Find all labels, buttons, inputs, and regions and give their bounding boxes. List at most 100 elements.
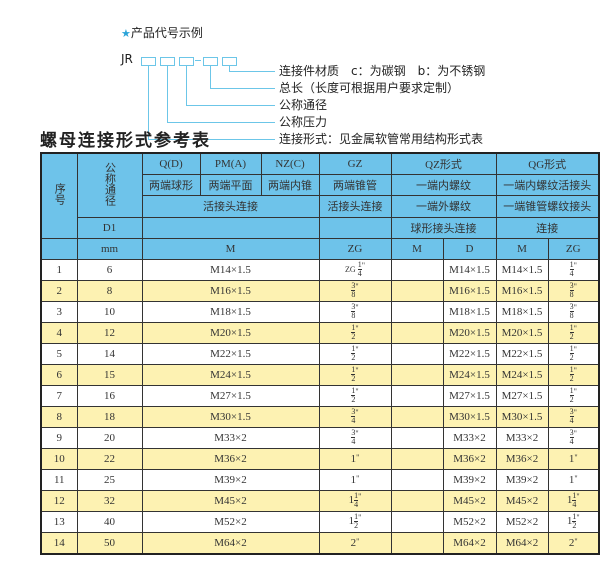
header-cell: 活接头连接 — [318, 195, 392, 218]
inch-mark: " — [574, 536, 578, 546]
label-connection: 连接形式：见金属软管常用结构形式表 — [279, 132, 484, 146]
cell-qg-zg: 1 2 " — [547, 342, 600, 365]
table-row: 3 10 M18×1.5 3 8 " M18×1.5 M18×1.5 3 8 " — [40, 300, 600, 323]
cell-qz-m — [390, 468, 444, 491]
cell-m: M45×2 — [141, 489, 320, 512]
cell-m: M22×1.5 — [141, 342, 320, 365]
inch-mark: " — [574, 452, 578, 462]
cell-dn: 22 — [76, 447, 143, 470]
cell-no: 14 — [40, 531, 78, 555]
table-row: 12 32 M45×2 1 1 4 " M45×2 M45×2 1 1 4 " — [40, 489, 600, 512]
cell-m: M20×1.5 — [141, 321, 320, 344]
cell-qg-m: M45×2 — [495, 489, 549, 512]
inch-mark: " — [573, 429, 577, 439]
cell-qz-m — [390, 447, 444, 470]
cell-qg-m: M39×2 — [495, 468, 549, 491]
cell-qg-zg: 3 8 " — [547, 300, 600, 323]
example-title-text: 产品代号示例 — [130, 26, 203, 40]
inch-mark: " — [355, 366, 359, 376]
whole-inch: 2 — [350, 536, 357, 549]
inch-mark: " — [573, 324, 577, 334]
cell-qg-zg: 1" — [547, 447, 600, 470]
label-pressure: 公称压力 — [279, 115, 328, 129]
table-row: 8 18 M30×1.5 3 4 " M30×1.5 M30×1.5 3 4 " — [40, 405, 600, 428]
cell-zg: 3 8 " — [318, 279, 392, 302]
denominator: 4 — [569, 416, 574, 426]
cell-dn: 20 — [76, 426, 143, 449]
cell-qz-d: M36×2 — [442, 447, 497, 470]
cell-m: M24×1.5 — [141, 363, 320, 386]
cell-qz-m — [390, 384, 444, 407]
cell-m: M36×2 — [141, 447, 320, 470]
inch-mark: " — [573, 261, 577, 271]
table-row: 10 22 M36×2 1" M36×2 M36×2 1" — [40, 447, 600, 470]
cell-qg-m: M24×1.5 — [495, 363, 549, 386]
numerator: 3 — [351, 281, 356, 292]
inch-mark: " — [573, 303, 577, 313]
cell-qz-m — [390, 258, 444, 281]
table-title: 螺母连接形式参考表 — [40, 131, 211, 151]
denominator: 2 — [569, 353, 574, 363]
label-material: 连接件材质 c：为碳钢 b：为不锈钢 — [279, 64, 486, 78]
inch-mark: " — [356, 536, 360, 546]
cell-qz-m — [390, 279, 444, 302]
cell-m: M30×1.5 — [141, 405, 320, 428]
cell-no: 13 — [40, 510, 78, 533]
inch-mark: " — [573, 282, 577, 292]
denominator: 2 — [572, 521, 577, 531]
numerator: 1 — [569, 365, 574, 376]
cell-dn: 6 — [76, 258, 143, 281]
header-cell: 一端外螺纹 — [390, 195, 497, 218]
cell-qz-d: M20×1.5 — [442, 321, 497, 344]
header-dn: 公称通径 — [76, 152, 143, 218]
cell-m: M14×1.5 — [141, 258, 320, 281]
cell-qz-m — [390, 342, 444, 365]
header-cell: 一端内螺纹 — [390, 174, 497, 197]
denominator: 2 — [569, 374, 574, 384]
header-cell: 球形接头连接 — [390, 216, 497, 239]
cell-zg: 3 4 " — [318, 405, 392, 428]
cell-qz-m — [390, 321, 444, 344]
header-cell: D — [442, 237, 497, 260]
cell-m: M39×2 — [141, 468, 320, 491]
cell-qz-m — [390, 510, 444, 533]
cell-dn: 12 — [76, 321, 143, 344]
cell-no: 2 — [40, 279, 78, 302]
denominator: 2 — [569, 332, 574, 342]
table-row: 11 25 M39×2 1" M39×2 M39×2 1" — [40, 468, 600, 491]
numerator: 1 — [351, 323, 356, 334]
denominator: 2 — [351, 353, 356, 363]
inch-mark: " — [355, 345, 359, 355]
cell-dn: 32 — [76, 489, 143, 512]
inch-mark: " — [576, 513, 580, 523]
cell-qz-d: M18×1.5 — [442, 300, 497, 323]
cell-zg: 2" — [318, 531, 392, 555]
cell-no: 12 — [40, 489, 78, 512]
cell-qg-m: M14×1.5 — [495, 258, 549, 281]
inch-mark: " — [358, 513, 362, 523]
cell-zg: 3 4 " — [318, 426, 392, 449]
cell-qg-m: M18×1.5 — [495, 300, 549, 323]
numerator: 1 — [354, 491, 359, 502]
cell-no: 11 — [40, 468, 78, 491]
cell-qg-m: M20×1.5 — [495, 321, 549, 344]
whole-inch: 1 — [568, 452, 575, 465]
header-cell: D1 — [76, 216, 143, 239]
cell-qz-m — [390, 363, 444, 386]
header-cell: 一端内螺纹活接头 — [495, 174, 600, 197]
inch-mark: " — [356, 473, 360, 483]
cell-dn: 40 — [76, 510, 143, 533]
numerator: 3 — [351, 302, 356, 313]
